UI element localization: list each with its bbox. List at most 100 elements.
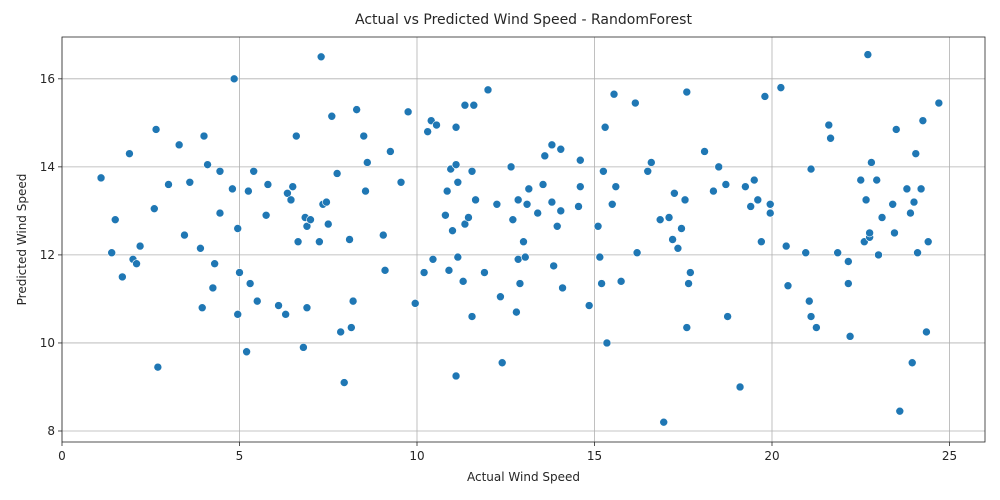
data-point bbox=[327, 111, 337, 121]
data-point bbox=[877, 213, 887, 222]
x-tick-label: 0 bbox=[58, 449, 66, 463]
data-point bbox=[151, 125, 161, 134]
data-point bbox=[199, 131, 209, 141]
data-point bbox=[464, 213, 473, 222]
data-point bbox=[458, 277, 468, 286]
data-point bbox=[552, 221, 562, 231]
data-point bbox=[441, 210, 450, 220]
data-point bbox=[245, 279, 255, 288]
data-point bbox=[845, 332, 855, 341]
data-point bbox=[263, 180, 273, 189]
data-point bbox=[513, 195, 523, 205]
data-point bbox=[515, 279, 525, 288]
data-point bbox=[451, 160, 461, 169]
data-point bbox=[595, 252, 605, 262]
data-point bbox=[339, 378, 349, 387]
data-point bbox=[467, 312, 477, 321]
data-point bbox=[916, 184, 926, 194]
data-point bbox=[540, 151, 550, 161]
data-point bbox=[419, 268, 429, 277]
data-point bbox=[611, 182, 621, 191]
data-point bbox=[874, 250, 883, 260]
data-point bbox=[888, 199, 898, 209]
data-point bbox=[235, 268, 244, 277]
data-point bbox=[781, 241, 791, 251]
y-tick-label: 8 bbox=[47, 424, 55, 438]
data-point bbox=[203, 160, 212, 169]
data-point bbox=[442, 186, 452, 196]
data-point bbox=[909, 197, 919, 207]
data-point bbox=[861, 195, 871, 205]
data-point bbox=[547, 197, 557, 207]
data-point bbox=[806, 312, 816, 321]
data-point bbox=[646, 158, 656, 167]
data-point bbox=[556, 206, 566, 216]
x-tick-label: 15 bbox=[587, 449, 602, 463]
data-point bbox=[721, 180, 731, 189]
data-point bbox=[153, 362, 163, 372]
data-point bbox=[460, 219, 470, 229]
data-point bbox=[196, 244, 205, 253]
data-point bbox=[118, 272, 127, 282]
data-point bbox=[453, 177, 463, 187]
data-point bbox=[125, 149, 134, 158]
data-point bbox=[293, 237, 303, 247]
x-tick-label: 20 bbox=[764, 449, 779, 463]
data-point bbox=[208, 283, 218, 293]
data-point bbox=[826, 133, 835, 143]
data-point bbox=[558, 283, 567, 293]
data-point bbox=[519, 237, 528, 247]
data-point bbox=[602, 338, 612, 348]
data-point bbox=[934, 98, 944, 108]
data-point bbox=[306, 215, 315, 224]
plot-frame bbox=[61, 36, 986, 443]
data-point bbox=[677, 224, 686, 233]
data-point bbox=[215, 166, 225, 176]
data-point bbox=[723, 312, 732, 321]
data-point bbox=[135, 241, 145, 251]
data-point bbox=[584, 301, 594, 310]
data-point bbox=[547, 140, 557, 150]
y-tick-label: 10 bbox=[40, 336, 55, 350]
data-point bbox=[410, 299, 420, 308]
data-point bbox=[902, 184, 912, 194]
data-point bbox=[496, 292, 505, 302]
data-point bbox=[345, 235, 354, 244]
data-point bbox=[735, 382, 745, 392]
data-point bbox=[895, 406, 905, 416]
data-point bbox=[315, 237, 324, 247]
data-point bbox=[316, 52, 326, 62]
data-point bbox=[906, 208, 915, 218]
data-point bbox=[215, 208, 225, 218]
data-point bbox=[286, 195, 296, 205]
data-point bbox=[261, 210, 271, 220]
data-point bbox=[907, 358, 917, 368]
data-point bbox=[378, 230, 388, 240]
data-point bbox=[288, 182, 298, 191]
data-point bbox=[776, 83, 786, 92]
data-point bbox=[274, 301, 283, 310]
data-point bbox=[451, 371, 461, 381]
data-point bbox=[670, 188, 679, 198]
data-point bbox=[322, 197, 331, 207]
data-point bbox=[890, 228, 899, 238]
data-point bbox=[659, 417, 669, 427]
data-point bbox=[520, 252, 530, 262]
data-point bbox=[522, 199, 532, 209]
data-point bbox=[323, 219, 333, 229]
data-point bbox=[359, 131, 369, 141]
data-point bbox=[197, 303, 207, 313]
data-point bbox=[655, 215, 665, 224]
data-point bbox=[352, 105, 361, 114]
data-point bbox=[664, 213, 674, 222]
data-point bbox=[396, 177, 406, 187]
data-point bbox=[432, 120, 441, 130]
data-point bbox=[361, 186, 370, 196]
data-point bbox=[632, 248, 642, 258]
data-point bbox=[741, 182, 750, 191]
data-point bbox=[132, 259, 141, 269]
data-point bbox=[380, 266, 390, 275]
data-point bbox=[872, 175, 882, 185]
